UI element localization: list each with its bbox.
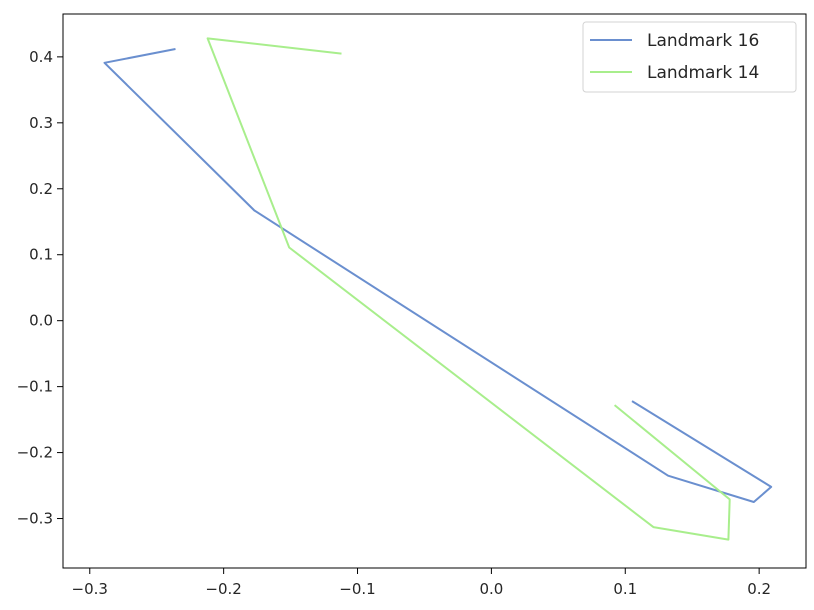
x-tick-label: −0.1: [339, 580, 375, 598]
x-tick-label: −0.2: [205, 580, 241, 598]
y-tick-label: 0.4: [29, 48, 53, 66]
x-tick-label: 0.2: [747, 580, 771, 598]
y-tick-label: 0.2: [29, 180, 53, 198]
plot-lines: [103, 37, 773, 541]
legend-box: [582, 21, 797, 93]
y-tick-label: 0.0: [29, 312, 53, 330]
legend-label-landmark-16: Landmark 16: [647, 31, 759, 51]
y-axis: −0.3 −0.2 −0.1 0.0 0.1 0.2 0.3 0.4: [17, 48, 63, 528]
x-tick-label: −0.3: [72, 580, 108, 598]
x-tick-label: 0.0: [479, 580, 503, 598]
series-line-landmark-14: [206, 37, 731, 541]
y-tick-label: −0.3: [17, 510, 53, 528]
legend-label-landmark-14: Landmark 14: [647, 63, 759, 83]
plot-frame: [62, 13, 807, 569]
y-tick-label: 0.3: [29, 114, 53, 132]
y-tick-label: −0.1: [17, 378, 53, 396]
y-tick-label: −0.2: [17, 444, 53, 462]
legend: Landmark 16 Landmark 14: [582, 21, 797, 93]
y-tick-label: 0.1: [29, 246, 53, 264]
series-line-landmark-16: [103, 48, 773, 503]
x-tick-label: 0.1: [613, 580, 637, 598]
x-axis: −0.3 −0.2 −0.1 0.0 0.1 0.2: [72, 568, 771, 598]
